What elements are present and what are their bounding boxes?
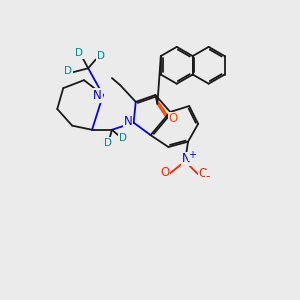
Text: O: O <box>160 166 170 179</box>
Text: D: D <box>119 133 127 142</box>
Text: N: N <box>182 152 190 165</box>
Text: -: - <box>206 170 210 183</box>
Text: O: O <box>168 112 178 125</box>
Text: O: O <box>199 167 208 180</box>
Text: D: D <box>97 51 105 62</box>
Text: N: N <box>93 89 102 102</box>
Text: +: + <box>188 150 196 160</box>
Text: N: N <box>124 115 133 128</box>
Text: D: D <box>104 138 112 148</box>
Text: D: D <box>64 66 72 76</box>
Text: D: D <box>75 48 83 58</box>
